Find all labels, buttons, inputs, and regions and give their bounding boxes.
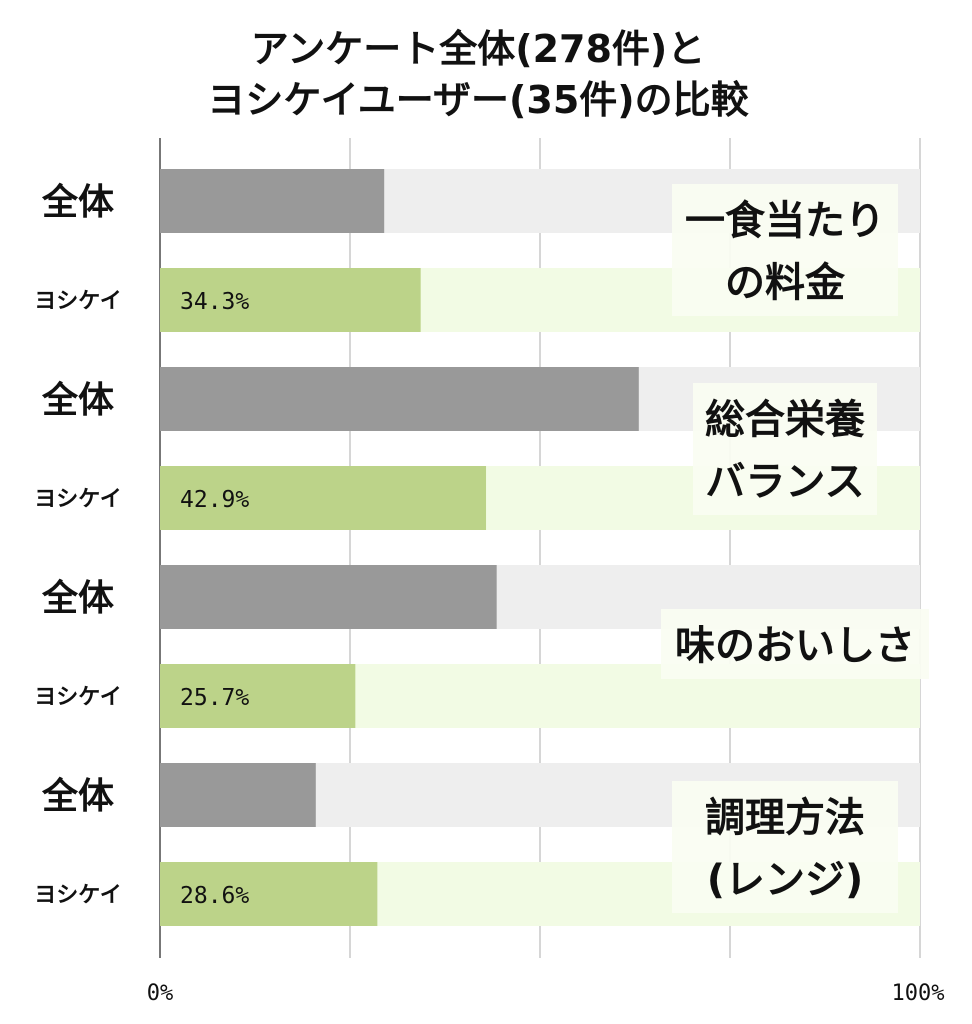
group-label-bg-1 [693, 383, 877, 515]
group-label-bg-0 [672, 184, 898, 316]
chart-title-line-2: ヨシケイユーザー(35件)の比較 [207, 78, 749, 122]
group-label-3-0: 調理方法 [705, 795, 865, 841]
group-label-bg-2 [661, 609, 929, 679]
group-label-bg-3 [672, 781, 898, 913]
row-label-2-0: 全体 [41, 577, 114, 619]
bar-0-0 [160, 169, 385, 233]
bar-1-0 [160, 367, 639, 431]
bar-3-0 [160, 763, 316, 827]
bar-0-1 [160, 268, 421, 332]
row-label-1-0: 全体 [41, 379, 114, 421]
data-label-0: 34.3% [180, 289, 249, 315]
row-label-0-0: 全体 [41, 181, 114, 223]
bar-1-1 [160, 466, 487, 530]
group-label-1-0: 総合栄養 [705, 397, 865, 443]
x-tick-0: 0% [147, 981, 174, 1006]
x-tick-100: 100% [892, 981, 945, 1006]
group-label-2-0: 味のおいしさ [675, 623, 915, 669]
bar-3-1 [160, 862, 378, 926]
data-label-3: 28.6% [180, 883, 249, 909]
chart-title-line-1: アンケート全体(278件)と [251, 27, 706, 71]
row-label-2-1: ヨシケイ [34, 685, 122, 710]
data-label-2: 25.7% [180, 685, 249, 711]
data-label-1: 42.9% [180, 487, 249, 513]
row-label-0-1: ヨシケイ [34, 289, 122, 314]
group-label-3-1: (レンジ) [707, 857, 864, 903]
bar-2-0 [160, 565, 497, 629]
group-label-0-0: 一食当たり [685, 198, 885, 244]
bar-2-1 [160, 664, 356, 728]
group-label-0-1: の料金 [725, 260, 846, 306]
row-label-3-0: 全体 [41, 775, 114, 817]
group-label-1-1: バランス [705, 459, 864, 505]
row-label-1-1: ヨシケイ [34, 487, 122, 512]
row-label-3-1: ヨシケイ [34, 883, 122, 908]
